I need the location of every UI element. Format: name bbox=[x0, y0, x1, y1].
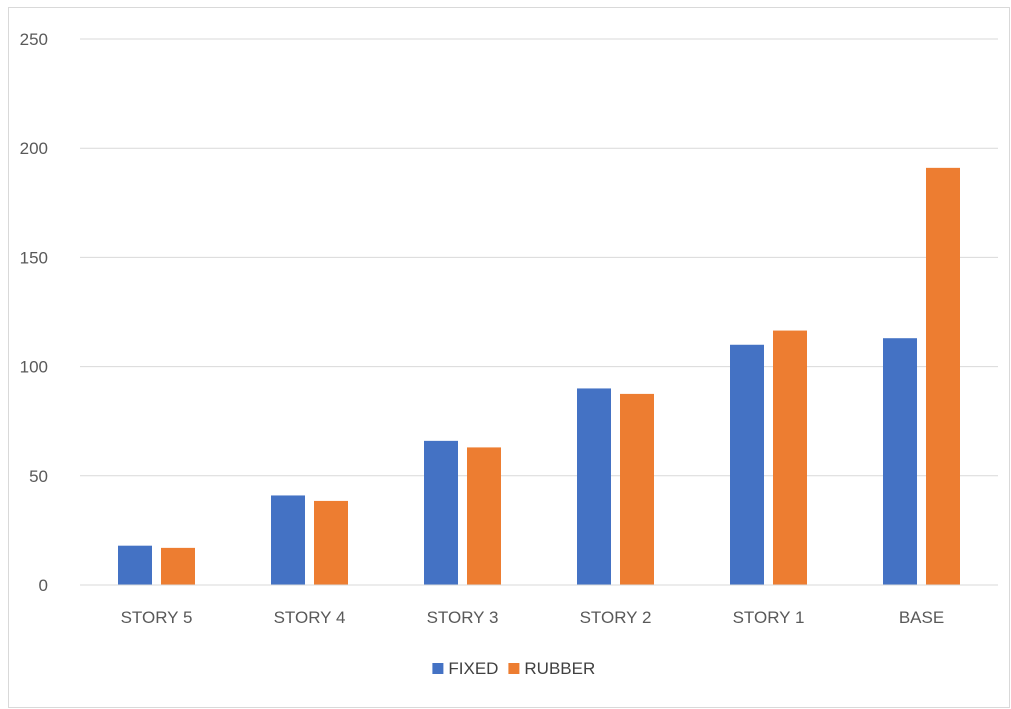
x-tick-label: STORY 5 bbox=[121, 608, 193, 627]
x-tick-label: STORY 4 bbox=[274, 608, 346, 627]
y-tick-label: 200 bbox=[20, 139, 48, 158]
x-tick-label: STORY 2 bbox=[580, 608, 652, 627]
bar-rubber-story-1 bbox=[773, 330, 807, 585]
gridlines bbox=[80, 38, 998, 477]
bar-rubber-story-2 bbox=[620, 393, 654, 585]
bar-fixed-story-5 bbox=[118, 545, 152, 585]
legend-label-fixed: FIXED bbox=[448, 659, 498, 678]
bar-fixed-base bbox=[883, 338, 917, 585]
y-tick-label: 100 bbox=[20, 358, 48, 377]
bar-fixed-story-3 bbox=[424, 440, 458, 585]
legend-label-rubber: RUBBER bbox=[524, 659, 595, 678]
x-tick-label: STORY 1 bbox=[733, 608, 805, 627]
legend-swatch-fixed bbox=[432, 663, 444, 674]
x-axis-tick-labels: STORY 5 STORY 4 STORY 3 STORY 2 STORY 1 BASE bbox=[121, 608, 945, 627]
y-tick-label: 0 bbox=[39, 576, 48, 595]
legend: FIXED RUBBER bbox=[432, 659, 595, 678]
y-tick-label: 50 bbox=[29, 467, 48, 486]
x-tick-label: BASE bbox=[899, 608, 944, 627]
chart-frame bbox=[8, 7, 1010, 708]
y-tick-label: 150 bbox=[20, 248, 48, 267]
bars bbox=[118, 167, 960, 585]
bar-fixed-story-4 bbox=[271, 495, 305, 585]
legend-swatch-rubber bbox=[508, 663, 520, 674]
y-axis-tick-labels: 0 50 100 150 200 250 bbox=[20, 30, 48, 595]
bar-rubber-story-3 bbox=[467, 447, 501, 585]
bar-rubber-base bbox=[926, 167, 960, 585]
bar-fixed-story-1 bbox=[730, 344, 764, 585]
y-tick-label: 250 bbox=[20, 30, 48, 49]
bar-rubber-story-5 bbox=[161, 547, 195, 585]
bar-rubber-story-4 bbox=[314, 500, 348, 585]
bar-fixed-story-2 bbox=[577, 388, 611, 585]
x-tick-label: STORY 3 bbox=[427, 608, 499, 627]
